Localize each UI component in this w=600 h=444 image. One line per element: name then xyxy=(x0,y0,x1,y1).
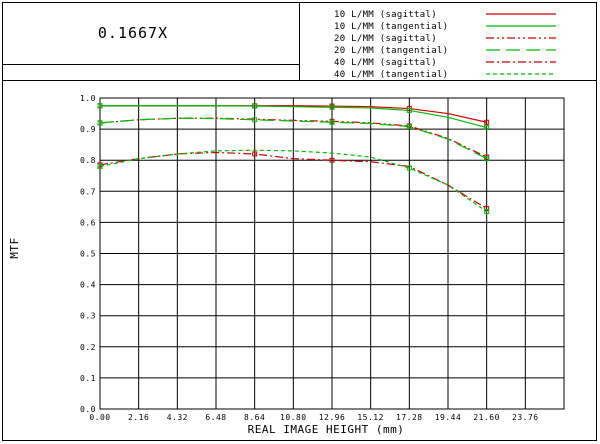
data-point-marker xyxy=(329,119,335,125)
legend-entry-label: 10 L/MM (tangential) xyxy=(334,22,448,32)
data-point-marker xyxy=(97,103,103,109)
series-markers xyxy=(97,103,490,215)
x-tick-label: 12.96 xyxy=(319,413,346,422)
series-line-3 xyxy=(99,117,487,160)
data-point-marker xyxy=(484,125,490,131)
x-tick-labels: 0.00 2.16 4.32 6.48 8.64 10.80 12.96 15.12 17.28… xyxy=(89,413,538,422)
y-tick-label: 0.5 xyxy=(80,250,96,259)
legend-entry-label: 10 L/MM (sagittal) xyxy=(334,10,437,20)
legend-entry-label: 40 L/MM (tangential) xyxy=(334,70,448,80)
data-point-marker xyxy=(329,157,335,163)
series-lines xyxy=(99,105,488,213)
x-tick-label: 8.64 xyxy=(244,413,265,422)
plot-grid xyxy=(99,97,565,410)
x-tick-label: 6.48 xyxy=(205,413,226,422)
data-point-marker xyxy=(252,151,258,157)
y-tick-label: 0.0 xyxy=(80,405,96,414)
data-point-marker xyxy=(406,165,412,171)
y-tick-label: 0.4 xyxy=(80,281,96,290)
y-tick-labels: 0.0 0.1 0.2 0.3 0.4 0.5 0.6 0.7 0.8 0.9 1.0 xyxy=(80,94,96,414)
y-tick-label: 0.8 xyxy=(80,156,96,165)
x-tick-label: 2.16 xyxy=(128,413,149,422)
x-tick-label: 0.00 xyxy=(89,413,110,422)
y-tick-label: 0.6 xyxy=(80,218,96,227)
legend-entry-label: 20 L/MM (tangential) xyxy=(334,46,448,56)
y-tick-label: 1.0 xyxy=(80,94,96,103)
x-tick-label: 21.60 xyxy=(473,413,500,422)
data-point-marker xyxy=(484,119,490,125)
series-line-1 xyxy=(100,105,487,129)
data-point-marker xyxy=(97,120,103,126)
x-tick-label: 4.32 xyxy=(167,413,188,422)
x-tick-label: 19.44 xyxy=(435,413,462,422)
legend-entry-label: 40 L/MM (sagittal) xyxy=(334,58,437,68)
x-tick-label: 15.12 xyxy=(357,413,384,422)
x-tick-label: 17.28 xyxy=(396,413,423,422)
y-axis-title: MTF xyxy=(8,237,21,258)
series-line-5 xyxy=(99,149,488,213)
x-tick-label: 23.76 xyxy=(512,413,539,422)
y-tick-label: 0.7 xyxy=(80,187,96,196)
legend: 10 L/MM (sagittal) 10 L/MM (tangential) 20… xyxy=(334,10,556,80)
data-point-marker xyxy=(406,107,412,113)
data-point-marker xyxy=(329,104,335,110)
data-point-marker xyxy=(252,117,258,123)
data-point-marker xyxy=(97,163,103,169)
data-point-marker xyxy=(406,124,412,130)
legend-entry-label: 20 L/MM (sagittal) xyxy=(334,34,437,44)
y-tick-label: 0.1 xyxy=(80,374,96,383)
y-tick-label: 0.2 xyxy=(80,343,96,352)
data-point-marker xyxy=(484,209,490,215)
data-point-marker xyxy=(484,156,490,162)
data-point-marker xyxy=(252,103,258,109)
y-tick-label: 0.3 xyxy=(80,312,96,321)
y-tick-label: 0.9 xyxy=(80,125,96,134)
x-tick-label: 10.80 xyxy=(280,413,307,422)
data-point-marker xyxy=(484,205,490,211)
x-axis-title: REAL IMAGE HEIGHT (mm) xyxy=(248,423,405,436)
zoom-label: 0.1667X xyxy=(98,24,168,42)
